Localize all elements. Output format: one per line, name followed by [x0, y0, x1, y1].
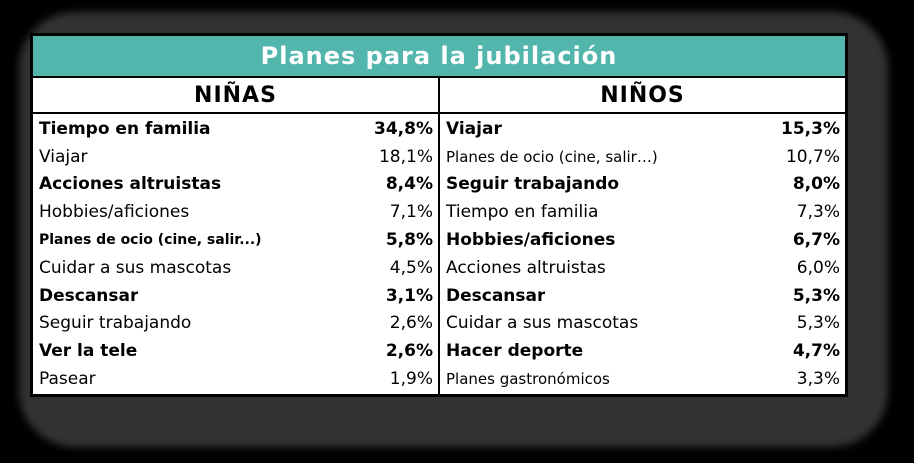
plan-percentage: 34,8% [374, 118, 433, 139]
table-row: Hobbies/aficiones 7,1% [33, 198, 438, 226]
plan-percentage: 7,3% [796, 202, 840, 223]
plan-label: Acciones altruistas [446, 257, 606, 278]
plan-percentage: 2,6% [385, 341, 433, 362]
table-row: Cuidar a sus mascotas 4,5% [33, 254, 438, 282]
plan-label: Pasear [39, 369, 96, 390]
plan-percentage: 15,3% [781, 118, 840, 139]
table-row: Pasear 1,9% [33, 365, 438, 393]
table-row: Acciones altruistas 6,0% [440, 254, 845, 282]
plan-percentage: 3,1% [385, 285, 433, 306]
table-row: Hobbies/aficiones 6,7% [440, 226, 845, 254]
table-body: Tiempo en familia 34,8% Viajar 18,1% Acc… [33, 114, 845, 394]
plan-label: Seguir trabajando [446, 174, 620, 195]
plan-percentage: 4,5% [389, 257, 433, 278]
plan-label: Planes gastronómicos [446, 370, 610, 389]
plan-percentage: 18,1% [378, 146, 433, 167]
plan-percentage: 1,9% [389, 369, 433, 390]
table-row: Planes gastronómicos 3,3% [440, 365, 845, 393]
table-row: Seguir trabajando 2,6% [33, 310, 438, 338]
plan-label: Acciones altruistas [39, 174, 222, 195]
table-row: Acciones altruistas 8,4% [33, 171, 438, 199]
plan-label: Tiempo en familia [446, 202, 599, 223]
plan-percentage: 8,0% [792, 174, 840, 195]
plan-percentage: 6,0% [796, 257, 840, 278]
table-row: Cuidar a sus mascotas 5,3% [440, 310, 845, 338]
plan-percentage: 6,7% [792, 230, 840, 251]
plan-label: Cuidar a sus mascotas [446, 313, 639, 334]
plan-label: Hobbies/aficiones [39, 202, 190, 223]
column-ninos: Viajar 15,3% Planes de ocio (cine, salir… [440, 114, 845, 394]
table-title: Planes para la jubilación [33, 36, 845, 78]
plan-label: Viajar [39, 146, 88, 167]
header-row: NIÑAS NIÑOS [33, 78, 845, 114]
plan-percentage: 2,6% [389, 313, 433, 334]
column-ninas: Tiempo en familia 34,8% Viajar 18,1% Acc… [33, 114, 440, 394]
table-row: Tiempo en familia 7,3% [440, 198, 845, 226]
table-row: Planes de ocio (cine, salir…) 10,7% [440, 143, 845, 171]
table-row: Viajar 15,3% [440, 115, 845, 143]
plan-label: Tiempo en familia [39, 118, 211, 139]
plan-label: Hacer deporte [446, 341, 584, 362]
plan-percentage: 3,3% [796, 369, 840, 390]
table-row: Planes de ocio (cine, salir...) 5,8% [33, 226, 438, 254]
plan-label: Descansar [446, 285, 546, 306]
plan-label: Ver la tele [39, 341, 138, 362]
plan-percentage: 5,8% [385, 230, 433, 251]
plan-percentage: 8,4% [385, 174, 433, 195]
column-header-ninos: NIÑOS [600, 82, 685, 108]
plan-percentage: 4,7% [792, 341, 840, 362]
table-row: Ver la tele 2,6% [33, 337, 438, 365]
plan-percentage: 10,7% [785, 146, 840, 167]
plan-percentage: 7,1% [389, 202, 433, 223]
plan-label: Descansar [39, 285, 139, 306]
table-row: Descansar 5,3% [440, 282, 845, 310]
table-row: Descansar 3,1% [33, 282, 438, 310]
plan-label: Planes de ocio (cine, salir...) [39, 232, 262, 249]
plan-label: Viajar [446, 118, 502, 139]
table-row: Viajar 18,1% [33, 143, 438, 171]
plan-percentage: 5,3% [796, 313, 840, 334]
table-row: Tiempo en familia 34,8% [33, 115, 438, 143]
retirement-plans-table: Planes para la jubilación NIÑAS NIÑOS Ti… [30, 33, 848, 397]
plan-label: Hobbies/aficiones [446, 230, 616, 251]
plan-label: Seguir trabajando [39, 313, 192, 334]
table-row: Seguir trabajando 8,0% [440, 171, 845, 199]
column-header-ninas: NIÑAS [33, 78, 440, 112]
plan-percentage: 5,3% [792, 285, 840, 306]
plan-label: Planes de ocio (cine, salir…) [446, 147, 658, 166]
plan-label: Cuidar a sus mascotas [39, 257, 232, 278]
table-row: Hacer deporte 4,7% [440, 337, 845, 365]
